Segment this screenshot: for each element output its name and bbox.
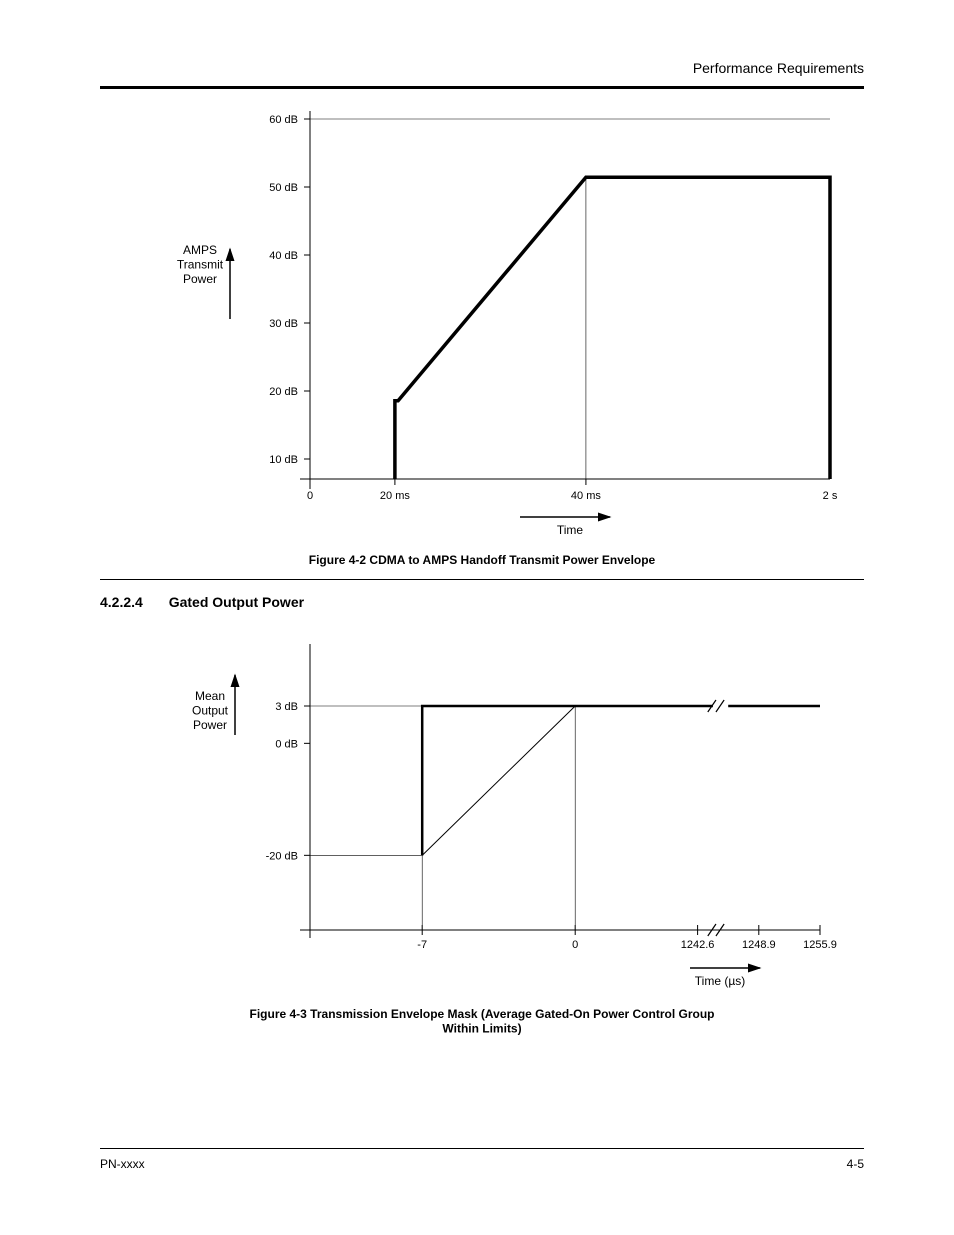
svg-text:3 dB: 3 dB (275, 701, 298, 713)
svg-text:Figure 4-2 CDMA to AMPS Hando: Figure 4-2 CDMA to AMPS Handoff Transmit… (309, 553, 656, 567)
svg-text:MeanOutputPower: MeanOutputPower (192, 689, 229, 732)
footer-right: 4-5 (847, 1157, 864, 1171)
svg-text:40 dB: 40 dB (269, 250, 298, 262)
figure-cdma-amps-handoff: 60 dB 50 dB 40 dB 30 dB 20 dB 10 dB 0 20 ms 40 m… (100, 99, 864, 579)
svg-text:10 dB: 10 dB (269, 454, 298, 466)
section-number: 4.2.2.4 (100, 594, 143, 610)
svg-text:60 dB: 60 dB (269, 114, 298, 126)
figure-transmission-envelope-mask: -20 dB 0 dB 3 dB -7 0 1242.6 1248.9 1255.9 MeanO… (100, 630, 864, 1050)
svg-text:0: 0 (572, 939, 578, 951)
svg-text:Figure 4-3 Transmission Envel: Figure 4-3 Transmission Envelope Mask (A… (250, 1007, 715, 1035)
svg-text:20 dB: 20 dB (269, 386, 298, 398)
section-title-text: Gated Output Power (169, 594, 304, 610)
svg-text:30 dB: 30 dB (269, 318, 298, 330)
svg-text:Time (µs): Time (µs) (695, 974, 745, 988)
svg-text:Time: Time (557, 523, 584, 537)
svg-text:20 ms: 20 ms (380, 490, 410, 502)
svg-text:1255.9: 1255.9 (803, 939, 837, 951)
section-heading-gated-output-power: 4.2.2.4 Gated Output Power (100, 594, 864, 610)
svg-text:-7: -7 (417, 939, 427, 951)
header-right: Performance Requirements (693, 60, 864, 76)
svg-text:0: 0 (307, 490, 313, 502)
svg-text:1242.6: 1242.6 (681, 939, 715, 951)
svg-text:AMPSTransmitPower: AMPSTransmitPower (177, 243, 224, 286)
svg-text:2 s: 2 s (823, 490, 838, 502)
svg-text:1248.9: 1248.9 (742, 939, 776, 951)
svg-text:50 dB: 50 dB (269, 182, 298, 194)
svg-text:-20 dB: -20 dB (266, 850, 298, 862)
svg-text:0 dB: 0 dB (275, 738, 298, 750)
svg-text:40 ms: 40 ms (571, 490, 601, 502)
footer-left: PN-xxxx (100, 1157, 145, 1171)
